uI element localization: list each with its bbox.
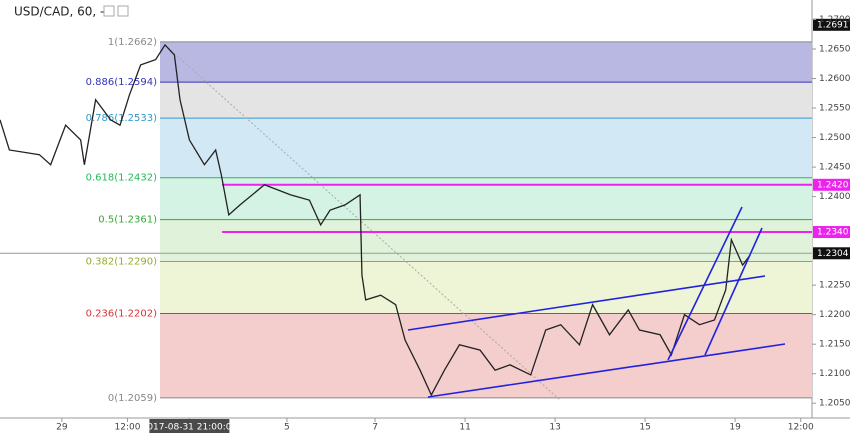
fib-level-label: 0.786(1.2533) [86, 113, 158, 124]
y-tick-label: 1.2150 [819, 340, 850, 350]
fib-trend-line [164, 44, 561, 401]
close-icon[interactable] [117, 5, 129, 17]
price-tag-label: 1.2340 [817, 228, 849, 238]
x-tick-label: 15 [639, 423, 650, 433]
y-tick-label: 1.2200 [819, 310, 850, 320]
y-tick-label: 1.2400 [819, 192, 850, 202]
price-tag [813, 226, 850, 239]
x-tick-label: 12:00 [115, 423, 141, 433]
y-tick-label: 1.2450 [819, 163, 850, 173]
y-tick-label: 1.2650 [819, 45, 850, 55]
y-tick-label: 1.2250 [819, 281, 850, 291]
y-tick-label: 1.2500 [819, 133, 850, 143]
x-tick-label: 7 [372, 423, 378, 433]
fib-zone [160, 313, 812, 398]
fib-zone [160, 82, 812, 119]
x-tick-label: 5 [284, 423, 290, 433]
x-tick-label: 11 [459, 423, 470, 433]
crosshair-time-box [149, 419, 230, 433]
symbol-title[interactable]: USD/CAD, 60, - [14, 5, 104, 19]
settings-icon[interactable] [103, 5, 115, 17]
x-tick-label: 29 [56, 423, 68, 433]
x-tick-label: 19 [729, 423, 741, 433]
price-tag-label: 1.2420 [817, 180, 849, 190]
y-tick-label: 1.2050 [819, 399, 850, 409]
x-tick-label: 13 [549, 423, 560, 433]
price-tag [813, 18, 850, 31]
fib-zone [160, 261, 812, 314]
fib-zone [160, 41, 812, 83]
price-tag [813, 247, 850, 260]
trend-lines [407, 206, 786, 398]
fib-level-label: 1(1.2662) [108, 37, 157, 48]
x-tick-label: 12:00 [788, 423, 814, 433]
fib-level-label: 0.382(1.2290) [86, 257, 158, 268]
x-tick-label: 2017-08-31 21:00:00 [142, 423, 238, 433]
fib-level-label: 0.236(1.2202) [86, 309, 158, 320]
price-tag-label: 1.2304 [817, 249, 849, 259]
fib-level-label: 0.5(1.2361) [98, 215, 157, 226]
price-tag-label: 1.2691 [817, 20, 849, 30]
y-tick-label: 1.2600 [819, 74, 850, 84]
steep-line-right [704, 227, 763, 356]
price-line [0, 43, 751, 397]
fib-level-label: 0(1.2059) [108, 393, 157, 404]
fib-zone [160, 118, 812, 178]
y-tick-label: 1.2100 [819, 369, 850, 379]
fib-level-label: 0.618(1.2432) [86, 173, 158, 184]
fib-zone [160, 219, 812, 262]
y-tick-label: 1.2700 [819, 15, 850, 25]
price-tag [813, 178, 850, 191]
steep-line-left [667, 206, 743, 361]
channel-upper [407, 275, 766, 331]
channel-lower [427, 343, 786, 398]
y-tick-label: 1.2550 [819, 104, 850, 114]
fib-level-label: 0.886(1.2594) [86, 77, 158, 88]
